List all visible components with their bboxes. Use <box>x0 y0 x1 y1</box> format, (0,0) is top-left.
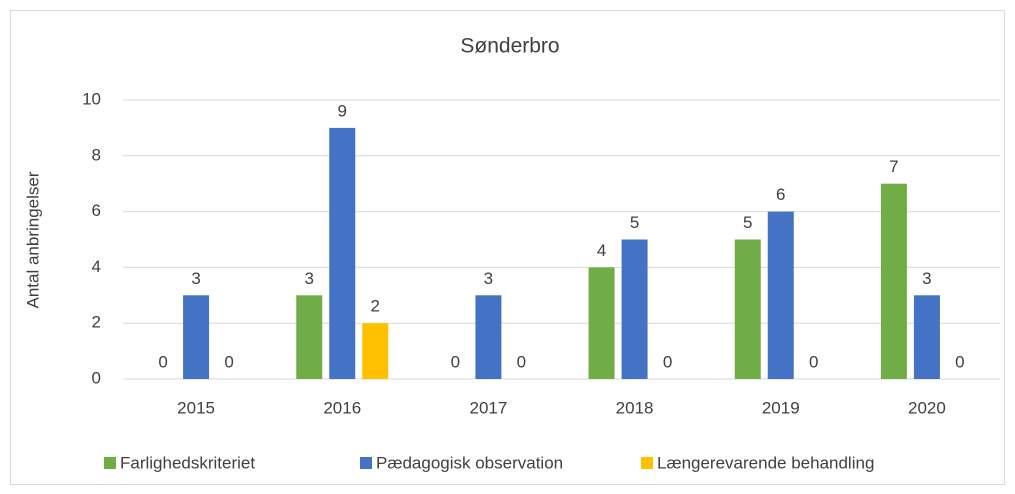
bar <box>621 239 648 379</box>
data-label: 0 <box>663 352 672 371</box>
data-label: 0 <box>224 352 233 371</box>
x-tick-label: 2015 <box>177 398 215 417</box>
legend-label: Farlighedskriteriet <box>120 453 255 472</box>
x-tick-label: 2020 <box>908 398 946 417</box>
y-tick-label: 2 <box>92 313 101 332</box>
data-label: 3 <box>922 269 931 288</box>
y-tick-label: 6 <box>92 201 101 220</box>
bar <box>880 183 907 379</box>
x-tick-label: 2018 <box>616 398 654 417</box>
data-label: 7 <box>889 157 898 176</box>
data-label: 4 <box>597 241 606 260</box>
legend-swatch <box>360 457 372 469</box>
legend-swatch <box>104 457 116 469</box>
data-label: 0 <box>955 352 964 371</box>
bar <box>329 127 356 380</box>
x-tick-label: 2016 <box>323 398 361 417</box>
y-tick-label: 10 <box>82 89 101 108</box>
bar <box>767 211 794 379</box>
data-label: 9 <box>338 101 347 120</box>
bar <box>362 323 389 379</box>
y-axis-label: Antal anbringelser <box>23 171 42 308</box>
bar <box>588 267 615 379</box>
bar <box>913 295 940 379</box>
y-tick-label: 4 <box>92 257 101 276</box>
data-label: 5 <box>743 213 752 232</box>
data-label: 0 <box>809 352 818 371</box>
y-tick-label: 8 <box>92 145 101 164</box>
bar <box>296 295 323 379</box>
data-label: 0 <box>158 352 167 371</box>
data-label: 0 <box>451 352 460 371</box>
data-label: 5 <box>630 213 639 232</box>
data-label: 3 <box>191 269 200 288</box>
legend-swatch <box>641 457 653 469</box>
legend-label: Pædagogisk observation <box>376 453 563 472</box>
data-label: 2 <box>371 297 380 316</box>
y-tick-label: 0 <box>92 368 101 387</box>
bar <box>183 295 210 379</box>
data-label: 6 <box>776 185 785 204</box>
chart-border <box>10 10 1005 485</box>
data-label: 0 <box>517 352 526 371</box>
bar <box>475 295 502 379</box>
data-label: 3 <box>484 269 493 288</box>
x-tick-label: 2017 <box>470 398 508 417</box>
data-label: 3 <box>305 269 314 288</box>
chart-title: Sønderbro <box>460 35 559 58</box>
bar <box>734 239 761 379</box>
x-tick-label: 2019 <box>762 398 800 417</box>
legend-label: Længerevarende behandling <box>657 453 874 472</box>
